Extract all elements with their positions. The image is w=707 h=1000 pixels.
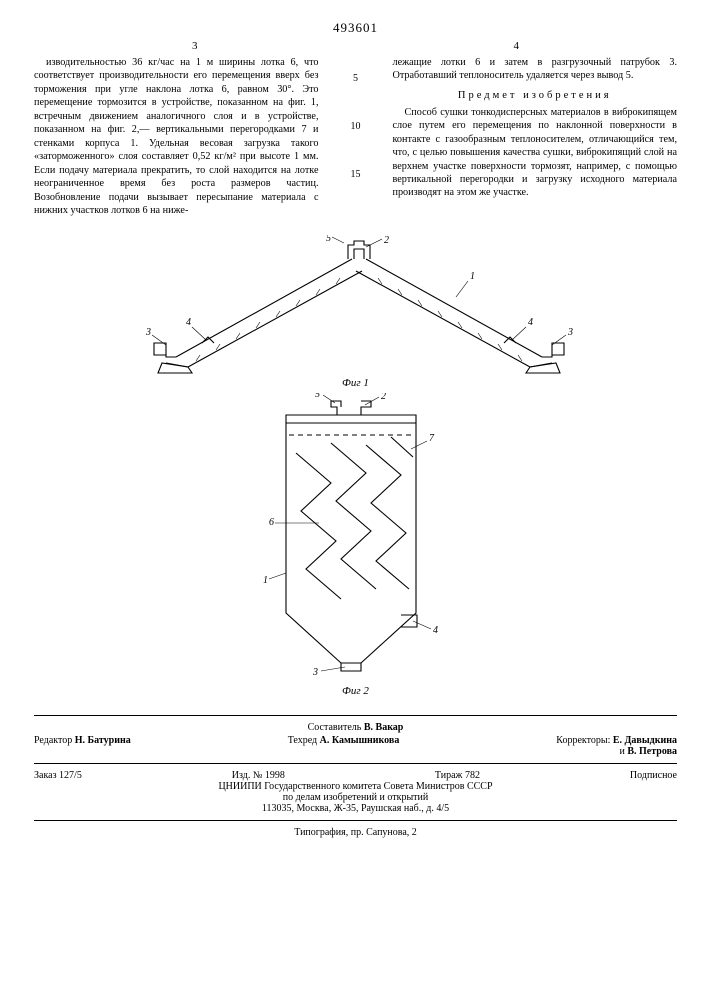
- editor-label: Редактор: [34, 735, 72, 746]
- svg-text:7: 7: [429, 433, 435, 444]
- line-number-gutter: 5 10 15: [347, 56, 365, 217]
- proof1: Е. Давыдкина: [613, 735, 677, 746]
- right-column-top: лежащие лотки 6 и затем в разгрузочный п…: [393, 56, 678, 83]
- figure-2: 5 2 7 6 1 3 4: [241, 393, 471, 683]
- rule: [34, 763, 677, 764]
- text-columns: изводительностью 36 кг/час на 1 м ширины…: [34, 56, 677, 217]
- fig2-caption: Фиг 2: [342, 685, 369, 697]
- techred-label: Техред: [288, 735, 317, 746]
- editor-name: Н. Батурина: [75, 735, 131, 746]
- patent-number: 493601: [333, 20, 378, 36]
- composer-label: Составитель: [308, 722, 362, 733]
- address: 113035, Москва, Ж-35, Раушская наб., д. …: [34, 803, 677, 814]
- svg-text:3: 3: [312, 667, 318, 678]
- column-numbers: 3 4: [34, 40, 677, 52]
- col-left-num: 3: [34, 40, 356, 52]
- line-marker: 5: [353, 72, 358, 85]
- line-marker: 15: [351, 168, 361, 181]
- subscription: Подписное: [630, 770, 677, 781]
- right-column: лежащие лотки 6 и затем в разгрузочный п…: [393, 56, 678, 217]
- svg-text:6: 6: [269, 517, 274, 528]
- fig1-caption: Фиг 1: [342, 377, 369, 389]
- org-line2: по делам изобретений и открытий: [34, 792, 677, 803]
- svg-text:1: 1: [263, 575, 268, 586]
- org-line1: ЦНИИПИ Государственного комитета Совета …: [34, 781, 677, 792]
- patent-number-block: 493601: [34, 20, 677, 36]
- credits-row: Редактор Н. Батурина Техред А. Камышнико…: [34, 735, 677, 757]
- proofreaders: Корректоры: Е. Давыдкина и В. Петрова: [556, 735, 677, 757]
- editor: Редактор Н. Батурина: [34, 735, 131, 757]
- left-column: изводительностью 36 кг/час на 1 м ширины…: [34, 56, 319, 217]
- line-marker: 10: [351, 120, 361, 133]
- svg-text:3: 3: [567, 327, 573, 338]
- svg-text:2: 2: [384, 235, 389, 246]
- figure-1: 5 2 1 3 4 3 4: [106, 235, 606, 375]
- svg-text:4: 4: [186, 317, 191, 328]
- typography: Типография, пр. Сапунова, 2: [34, 827, 677, 838]
- proof2: В. Петрова: [627, 746, 677, 757]
- svg-text:2: 2: [381, 393, 386, 402]
- rule: [34, 820, 677, 821]
- credits-block: Составитель В. Вакар Редактор Н. Батурин…: [34, 715, 677, 838]
- tirage: Тираж 782: [435, 770, 480, 781]
- svg-text:3: 3: [145, 327, 151, 338]
- col-right-num: 4: [356, 40, 678, 52]
- pub-row: Заказ 127/5 Изд. № 1998 Тираж 782 Подпис…: [34, 770, 677, 781]
- left-column-text: изводительностью 36 кг/час на 1 м ширины…: [34, 56, 319, 217]
- svg-text:5: 5: [326, 235, 331, 244]
- svg-text:4: 4: [433, 625, 438, 636]
- svg-text:1: 1: [470, 271, 475, 282]
- techred-name: А. Камышникова: [320, 735, 400, 746]
- order-no: Заказ 127/5: [34, 770, 82, 781]
- svg-text:5: 5: [315, 393, 320, 400]
- proof-label: Корректоры:: [556, 735, 610, 746]
- composer-line: Составитель В. Вакар: [34, 722, 677, 733]
- rule: [34, 715, 677, 716]
- right-column-claim: Способ сушки тонкодисперсных материалов …: [393, 106, 678, 200]
- figures-block: 5 2 1 3 4 3 4 Фиг 1: [34, 235, 677, 697]
- subject-heading: Предмет изобретения: [393, 89, 678, 103]
- proof-and: и: [619, 746, 624, 757]
- techred: Техред А. Камышникова: [288, 735, 400, 757]
- patent-page: 493601 3 4 изводительностью 36 кг/час на…: [0, 0, 707, 1000]
- issue-no: Изд. № 1998: [232, 770, 285, 781]
- svg-text:4: 4: [528, 317, 533, 328]
- composer-name: В. Вакар: [364, 722, 404, 733]
